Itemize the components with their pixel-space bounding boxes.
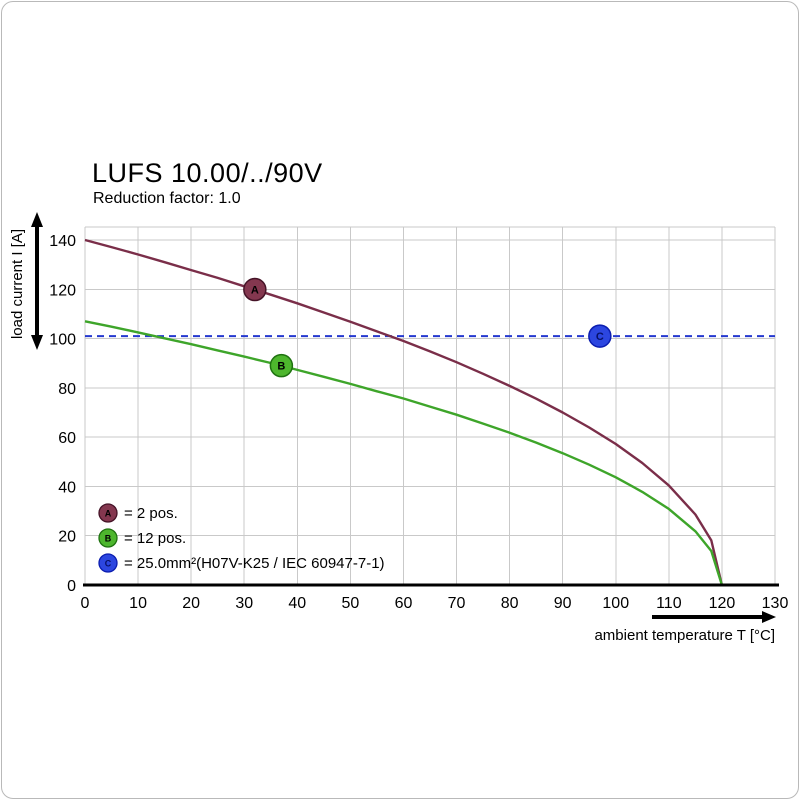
legend-A-icon [98, 503, 118, 523]
marker-B [269, 353, 294, 378]
legend-A-label: = 2 pos. [124, 505, 178, 522]
y-axis-arrow-up-icon [31, 212, 43, 227]
legend-B-icon [98, 528, 118, 548]
x-tick-label: 130 [762, 595, 789, 612]
marker-A [243, 277, 267, 302]
marker-B-dot [269, 353, 294, 378]
x-tick-label: 60 [395, 595, 413, 612]
marker-C [588, 324, 612, 348]
marker-A-letter: A [251, 285, 259, 297]
chart-subtitle: Reduction factor: 1.0 [93, 190, 241, 207]
y-tick-label: 60 [58, 430, 76, 447]
legend-C-label: = 25.0mm²(H07V-K25 / IEC 60947-7-1) [124, 555, 385, 572]
x-tick-label: 70 [448, 595, 466, 612]
x-tick-label: 20 [182, 595, 200, 612]
x-tick-label: 50 [341, 595, 359, 612]
curve-A [84, 238, 724, 586]
y-axis-arrow-down-icon [31, 335, 43, 350]
marker-C-letter: C [596, 331, 604, 343]
legend-item-B [98, 528, 118, 548]
x-tick-label: 120 [709, 595, 736, 612]
y-tick-label: 140 [49, 233, 76, 250]
chart-title: LUFS 10.00/../90V [92, 158, 323, 188]
x-tick-label: 0 [81, 595, 90, 612]
curve-B [84, 320, 724, 586]
x-tick-label: 10 [129, 595, 147, 612]
y-tick-label: 20 [58, 529, 76, 546]
x-tick-label: 30 [235, 595, 253, 612]
marker-A-dot [243, 277, 267, 302]
x-tick-label: 90 [554, 595, 572, 612]
legend-B-label: = 12 pos. [124, 530, 186, 547]
y-tick-label: 80 [58, 381, 76, 398]
x-tick-label: 40 [288, 595, 306, 612]
marker-B-letter: B [277, 361, 285, 373]
x-tick-label: 110 [656, 595, 682, 612]
legend-A-letter: A [105, 509, 112, 519]
legend-item-A [98, 503, 118, 523]
y-tick-label: 0 [67, 578, 76, 595]
x-axis-arrow-right-icon [762, 611, 776, 623]
x-axis-title: ambient temperature T [°C] [594, 627, 775, 644]
y-axis-title: load current I [A] [9, 229, 26, 339]
legend-B-letter: B [105, 534, 112, 544]
legend-C-letter: C [105, 559, 112, 569]
y-tick-label: 40 [58, 479, 76, 496]
x-tick-label: 80 [501, 595, 519, 612]
legend-item-C [98, 553, 118, 573]
x-tick-label: 100 [602, 595, 629, 612]
marker-C-dot [588, 324, 612, 348]
legend-C-icon [98, 553, 118, 573]
y-tick-label: 120 [49, 282, 76, 299]
y-tick-label: 100 [49, 332, 76, 349]
